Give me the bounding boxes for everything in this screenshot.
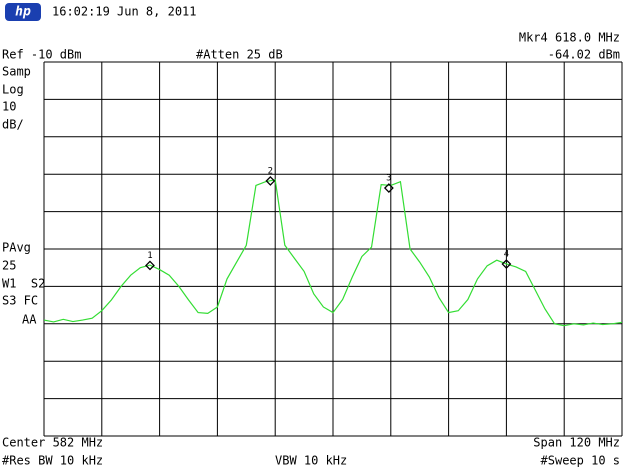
- center-freq: Center 582 MHz: [2, 436, 103, 450]
- marker-label: 3: [386, 174, 391, 184]
- graticule: [43, 61, 623, 437]
- left-label: PAvg: [2, 241, 31, 255]
- marker-label: 1: [147, 251, 152, 261]
- left-label: dB/: [2, 118, 24, 132]
- left-label: AA: [22, 313, 37, 327]
- left-label: S3 FC: [2, 294, 38, 308]
- marker-freq: Mkr4 618.0 MHz: [519, 31, 620, 45]
- ref-level: Ref -10 dBm: [2, 48, 81, 62]
- vbw: VBW 10 kHz: [275, 454, 347, 468]
- span: Span 120 MHz: [533, 436, 620, 450]
- logo: hp: [15, 5, 31, 20]
- left-label: Log: [2, 83, 24, 97]
- attenuation: #Atten 25 dB: [196, 48, 283, 62]
- trace: [43, 179, 623, 327]
- marker-label: 4: [504, 250, 509, 260]
- marker: [383, 183, 394, 193]
- timestamp: 16:02:19 Jun 8, 2011: [52, 5, 197, 19]
- left-label: Samp: [2, 65, 31, 79]
- sweep: #Sweep 10 s: [541, 454, 620, 468]
- marker: [501, 259, 512, 269]
- marker: [145, 260, 155, 271]
- left-label: 25: [2, 259, 16, 273]
- marker-label: 2: [268, 166, 273, 176]
- left-label: W1 S2: [2, 277, 45, 291]
- marker: [265, 176, 276, 186]
- rbw: #Res BW 10 kHz: [2, 454, 103, 468]
- left-label: 10: [2, 100, 16, 114]
- logo-box: [5, 3, 41, 21]
- marker-level: -64.02 dBm: [548, 48, 620, 62]
